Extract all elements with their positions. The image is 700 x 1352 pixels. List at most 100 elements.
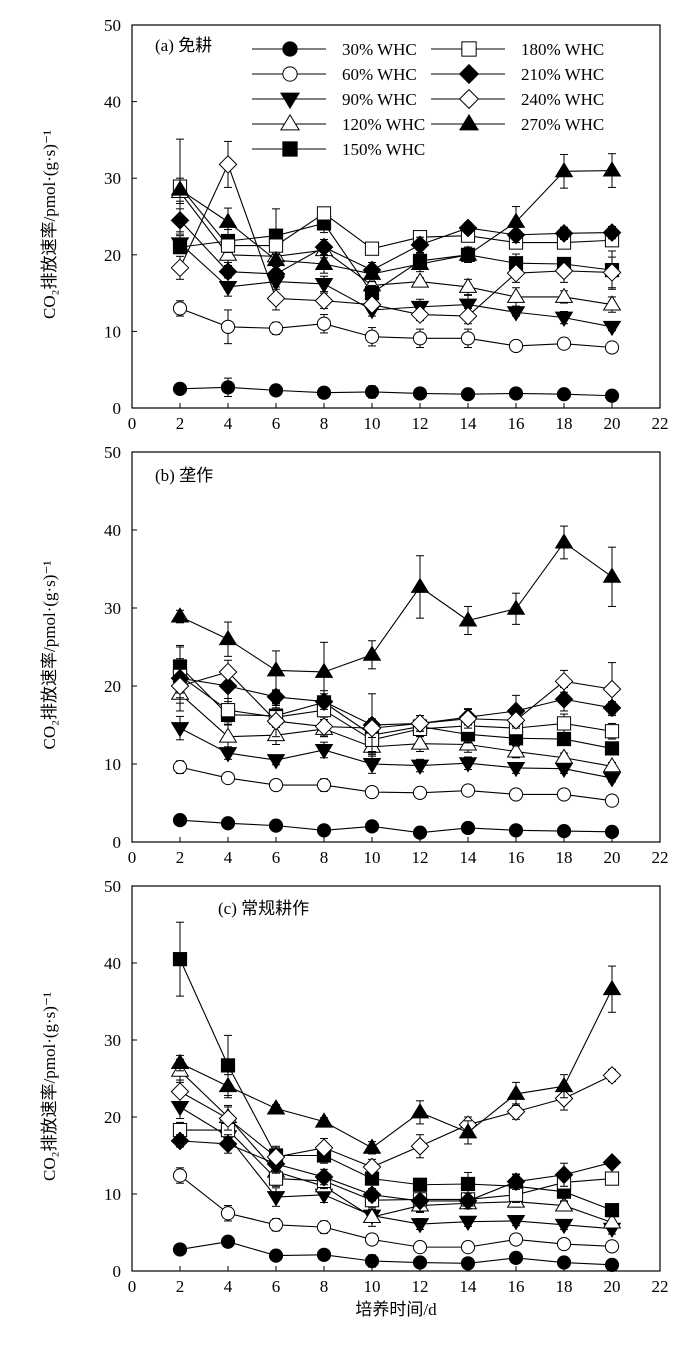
series-line	[179, 988, 613, 1149]
series-line	[179, 1074, 613, 1168]
data-point	[170, 258, 190, 278]
legend-marker	[280, 113, 300, 131]
data-point	[458, 1123, 478, 1139]
x-tick-label: 8	[320, 848, 329, 867]
data-point	[364, 819, 380, 834]
data-point	[410, 1103, 430, 1119]
series-line	[179, 1070, 613, 1224]
data-point	[172, 952, 188, 967]
data-point	[410, 235, 430, 255]
legend-marker	[280, 92, 300, 110]
data-point	[266, 754, 286, 770]
y-tick-label: 20	[104, 677, 121, 696]
data-point	[554, 689, 574, 709]
x-tick-label: 16	[508, 414, 525, 433]
data-point	[266, 661, 286, 677]
data-point	[172, 381, 188, 396]
series-line	[179, 677, 613, 726]
data-point	[554, 1165, 574, 1185]
series-60whc	[172, 1167, 620, 1255]
data-point	[556, 387, 572, 402]
data-point	[458, 306, 478, 326]
data-point	[314, 291, 334, 311]
legend-label: 150% WHC	[342, 140, 425, 159]
series-line	[179, 766, 613, 802]
data-point	[170, 722, 190, 738]
data-point	[460, 1176, 476, 1192]
legend-marker	[458, 88, 480, 110]
x-tick-label: 0	[128, 1277, 137, 1296]
data-point	[314, 662, 334, 678]
data-point	[172, 760, 188, 775]
x-tick-label: 14	[460, 848, 478, 867]
x-tick-label: 14	[460, 414, 478, 433]
data-point	[508, 1232, 524, 1247]
data-point	[316, 823, 332, 838]
series-line	[179, 958, 613, 1211]
x-tick-label: 6	[272, 1277, 281, 1296]
data-point	[266, 1099, 286, 1115]
y-tick-label: 30	[104, 169, 121, 188]
data-point	[604, 1203, 620, 1218]
x-tick-label: 20	[604, 414, 621, 433]
data-point	[220, 770, 236, 786]
data-point	[554, 161, 574, 178]
x-tick-label: 6	[272, 848, 281, 867]
legend-label: 120% WHC	[342, 115, 425, 134]
data-point	[362, 1138, 382, 1154]
series-30whc	[172, 377, 620, 403]
data-point	[362, 1207, 382, 1224]
y-tick-label: 50	[104, 877, 121, 896]
y-tick-label: 50	[104, 443, 121, 462]
x-tick-label: 20	[604, 1277, 621, 1296]
series-line	[179, 666, 613, 749]
series-line	[179, 219, 613, 275]
legend-label: 60% WHC	[342, 65, 417, 84]
y-axis-label: CO₂排放速率/pmol·(g·s)⁻¹	[40, 560, 59, 749]
plot-frame	[131, 24, 661, 409]
x-axis-label: 培养时间/d	[355, 1300, 437, 1319]
data-point	[266, 1147, 286, 1167]
x-tick-label: 20	[604, 848, 621, 867]
data-point	[554, 224, 574, 243]
data-point	[556, 823, 572, 839]
series-60whc	[172, 300, 620, 355]
data-point	[218, 1109, 238, 1128]
series-210whc	[170, 1131, 622, 1213]
plot-frame	[131, 451, 661, 843]
data-point	[218, 1134, 238, 1154]
panel-a: 0 2 4 6 8 10 12 14 16 18 20 22 0 10 20 30 40 50 CO₂排放速率/pm…	[40, 16, 669, 433]
data-point	[410, 577, 430, 593]
data-point	[412, 785, 428, 800]
legend-label: 30% WHC	[342, 40, 417, 59]
x-tick-label: 0	[128, 414, 137, 433]
data-point	[220, 1234, 236, 1249]
data-point	[554, 671, 574, 691]
y-tick-label: 0	[113, 399, 122, 418]
x-tick-label: 12	[412, 848, 429, 867]
x-tick-label: 14	[460, 1277, 478, 1296]
legend-label: 90% WHC	[342, 90, 417, 109]
y-tick-label: 50	[104, 16, 121, 35]
series-30whc	[172, 1234, 620, 1272]
legend-marker	[282, 141, 298, 157]
data-point	[314, 744, 334, 760]
data-point	[506, 1214, 526, 1231]
data-point	[458, 277, 478, 293]
data-point	[460, 331, 476, 346]
data-point	[170, 210, 190, 230]
data-point	[268, 1248, 284, 1263]
data-point	[506, 742, 526, 758]
data-point	[556, 731, 572, 747]
legend-label: 270% WHC	[521, 115, 604, 134]
data-point	[266, 711, 286, 731]
data-point	[554, 748, 574, 764]
series-line	[179, 186, 613, 250]
data-point	[268, 321, 284, 336]
series-line	[179, 386, 613, 397]
data-point	[554, 287, 574, 303]
data-point	[460, 387, 476, 402]
series-90whc	[170, 715, 622, 788]
data-point	[410, 1218, 430, 1234]
